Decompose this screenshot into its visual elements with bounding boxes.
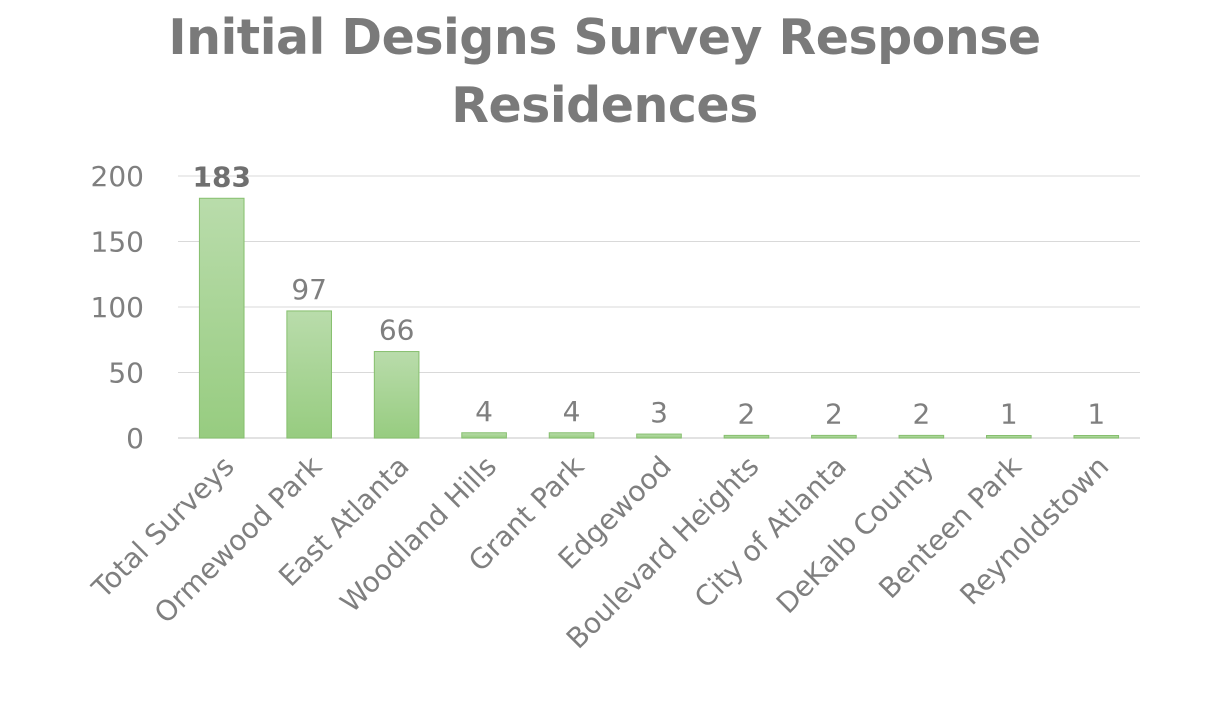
bar	[898, 434, 945, 439]
category-label: City of Atlanta	[688, 450, 853, 615]
bar	[811, 434, 857, 439]
y-tick-label: 0	[126, 422, 144, 455]
bar	[373, 351, 420, 439]
data-label: 2	[825, 397, 843, 430]
y-tick-label: 200	[91, 160, 144, 193]
category-label: Reynoldstown	[953, 450, 1115, 612]
bar	[548, 432, 595, 439]
data-label: 2	[738, 397, 756, 430]
data-label: 1	[1000, 398, 1018, 431]
bar	[636, 433, 682, 439]
category-label: Woodland Hills	[334, 450, 503, 619]
category-label: DeKalb County	[770, 450, 940, 620]
bar	[198, 197, 245, 439]
y-tick-label: 50	[108, 357, 144, 390]
data-label: 66	[379, 314, 415, 347]
y-tick-label: 150	[91, 226, 144, 259]
data-label: 1	[1087, 398, 1105, 431]
bar	[286, 310, 332, 439]
data-label: 4	[563, 395, 581, 428]
y-axis-tick-labels: 0 50 100 150 200	[91, 160, 144, 455]
bar	[461, 432, 507, 439]
bar	[1073, 435, 1120, 439]
data-label: 183	[193, 160, 251, 193]
bars	[198, 197, 1120, 439]
chart-title-line-1: Initial Designs Survey Response	[168, 9, 1041, 66]
bar	[723, 434, 770, 439]
data-label: 4	[475, 395, 493, 428]
chart-title-line-2: Residences	[451, 77, 758, 134]
data-label: 97	[291, 273, 327, 306]
data-label: 2	[912, 397, 930, 430]
bar	[986, 435, 1032, 439]
data-labels: 183 97 66 4 4 3 2 2 2 1 1	[193, 160, 1106, 430]
chart-title: Initial Designs Survey Response Residenc…	[0, 4, 1209, 140]
data-label: 3	[650, 396, 668, 429]
y-tick-label: 100	[91, 291, 144, 324]
